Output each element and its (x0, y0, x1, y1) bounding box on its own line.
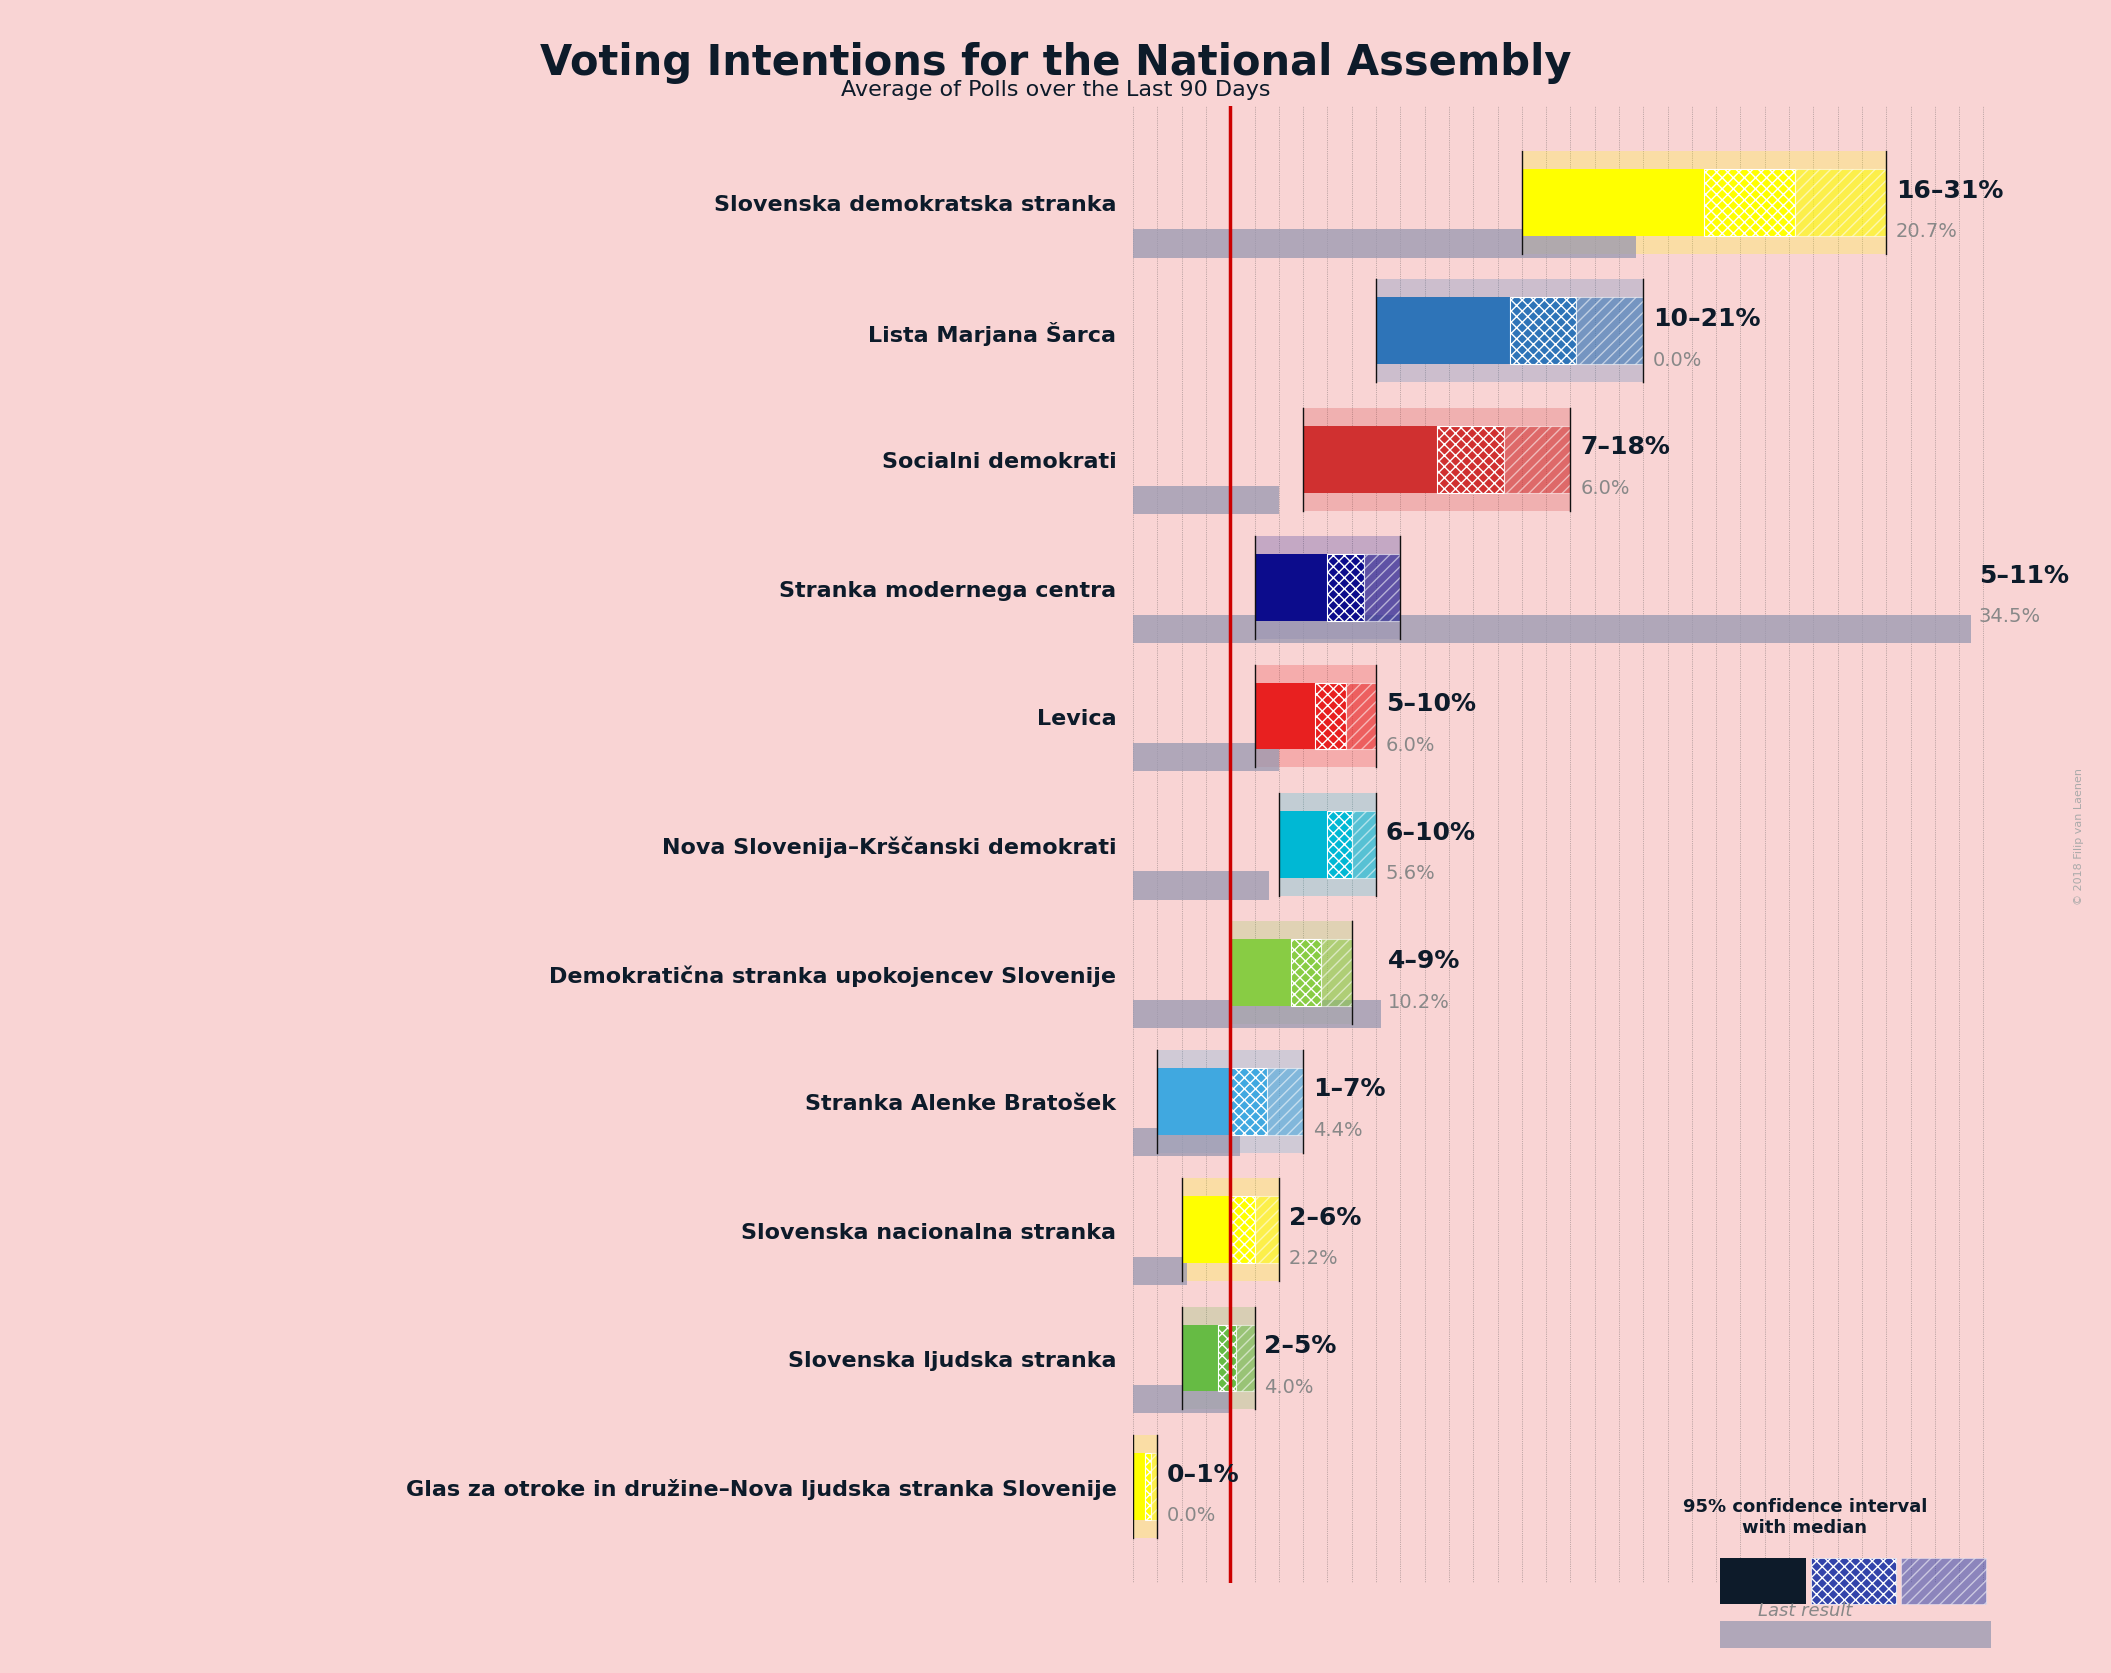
Text: 2–6%: 2–6% (1288, 1205, 1362, 1230)
Text: 6–10%: 6–10% (1385, 820, 1476, 843)
Text: © 2018 Filip van Laenen: © 2018 Filip van Laenen (2075, 768, 2084, 905)
Bar (1134, 231, 1636, 258)
Bar (1157, 1051, 1302, 1153)
Bar (1522, 152, 1887, 254)
Text: 0.0%: 0.0% (1653, 350, 1701, 370)
Text: 5–11%: 5–11% (1978, 564, 2069, 587)
Text: 7–18%: 7–18% (1581, 435, 1670, 458)
Bar (1182, 1196, 1231, 1263)
Bar (1522, 171, 1704, 236)
Bar (1254, 1196, 1279, 1263)
Bar (1376, 281, 1642, 383)
Text: 4.4%: 4.4% (1313, 1121, 1362, 1139)
Bar (1345, 683, 1376, 750)
Bar (1134, 1435, 1157, 1537)
Bar (1279, 811, 1328, 878)
Bar (1231, 1196, 1254, 1263)
Bar (1182, 1325, 1218, 1392)
Bar (1292, 940, 1321, 1007)
Bar (1315, 683, 1345, 750)
Bar (1134, 487, 1279, 515)
Text: 95% confidence interval
with median: 95% confidence interval with median (1682, 1497, 1927, 1536)
Bar (1218, 1325, 1237, 1392)
Bar (1509, 298, 1577, 365)
Text: 2.2%: 2.2% (1288, 1248, 1338, 1268)
Bar (1182, 1307, 1254, 1409)
Bar (1134, 743, 1279, 771)
Bar (1134, 872, 1269, 900)
Bar (1146, 1454, 1150, 1519)
Bar (1720, 1621, 1991, 1648)
Text: 5–10%: 5–10% (1385, 691, 1476, 716)
Text: 4.0%: 4.0% (1264, 1377, 1313, 1395)
Text: 16–31%: 16–31% (1896, 179, 2003, 202)
Bar (1267, 1067, 1302, 1134)
Bar (1254, 537, 1400, 639)
Text: Average of Polls over the Last 90 Days: Average of Polls over the Last 90 Days (840, 80, 1271, 100)
Bar (1150, 1454, 1157, 1519)
Bar (1302, 408, 1571, 512)
Bar (1134, 1256, 1186, 1285)
Text: 6.0%: 6.0% (1581, 478, 1630, 497)
Bar (1134, 1129, 1239, 1156)
Bar (1328, 811, 1351, 878)
Text: 10.2%: 10.2% (1389, 992, 1450, 1010)
Bar (1577, 298, 1642, 365)
Bar (1364, 555, 1400, 622)
Bar (1503, 427, 1571, 494)
Bar (1231, 922, 1351, 1024)
Text: 34.5%: 34.5% (1978, 607, 2041, 626)
Text: 2–5%: 2–5% (1264, 1333, 1336, 1357)
Bar (1328, 555, 1364, 622)
Text: 10–21%: 10–21% (1653, 306, 1761, 331)
Bar (1900, 1559, 1986, 1603)
Text: 1–7%: 1–7% (1313, 1077, 1385, 1101)
Bar (1254, 666, 1376, 768)
Bar (1321, 940, 1351, 1007)
Bar (1302, 427, 1438, 494)
Text: 20.7%: 20.7% (1896, 223, 1957, 241)
Bar (1134, 1000, 1381, 1029)
Bar (1182, 1178, 1279, 1282)
Bar (1231, 1067, 1267, 1134)
Bar (1720, 1559, 1805, 1603)
Bar (1231, 940, 1292, 1007)
Bar (1134, 616, 1972, 644)
Text: Last result: Last result (1758, 1601, 1851, 1619)
Bar (1157, 1067, 1231, 1134)
Bar (1134, 1454, 1146, 1519)
Bar (1811, 1559, 1896, 1603)
Text: 5.6%: 5.6% (1385, 863, 1435, 883)
Text: Voting Intentions for the National Assembly: Voting Intentions for the National Assem… (540, 42, 1571, 84)
Text: 4–9%: 4–9% (1389, 949, 1461, 972)
Bar (1279, 793, 1376, 897)
Text: 0–1%: 0–1% (1167, 1462, 1239, 1486)
Bar (1254, 555, 1328, 622)
Bar (1351, 811, 1376, 878)
Bar (1704, 171, 1794, 236)
Bar (1438, 427, 1503, 494)
Bar (1134, 1385, 1231, 1414)
Bar (1376, 298, 1509, 365)
Bar (1254, 683, 1315, 750)
Bar (1794, 171, 1887, 236)
Text: 0.0%: 0.0% (1167, 1506, 1216, 1524)
Bar (1237, 1325, 1254, 1392)
Text: 6.0%: 6.0% (1385, 734, 1435, 755)
